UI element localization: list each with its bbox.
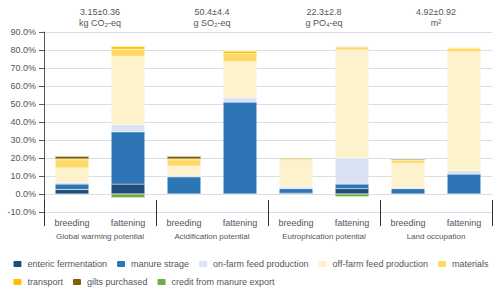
svg-text:g PO₄-eq: g PO₄-eq (305, 18, 342, 28)
svg-text:fattening: fattening (335, 218, 370, 228)
svg-text:50.0%: 50.0% (10, 99, 36, 109)
svg-text:on-farm feed production: on-farm feed production (213, 259, 309, 269)
svg-text:credit from manure export: credit from manure export (172, 277, 276, 287)
svg-text:materials: materials (452, 259, 489, 269)
svg-text:gilts purchased: gilts purchased (87, 277, 148, 287)
svg-text:manure strage: manure strage (131, 259, 189, 269)
svg-text:fattening: fattening (447, 218, 482, 228)
svg-text:Acidification potential: Acidification potential (174, 232, 249, 241)
svg-text:80.0%: 80.0% (10, 45, 36, 55)
svg-text:g SO₂-eq: g SO₂-eq (193, 18, 230, 28)
svg-text:transport: transport (27, 277, 63, 287)
svg-text:40.0%: 40.0% (10, 117, 36, 127)
svg-text:Eutrophication potential: Eutrophication potential (282, 232, 366, 241)
svg-text:kg CO₂-eq: kg CO₂-eq (79, 18, 121, 28)
svg-text:90.0%: 90.0% (10, 27, 36, 37)
svg-text:20.0%: 20.0% (10, 153, 36, 163)
svg-text:3.15±0.36: 3.15±0.36 (80, 7, 120, 17)
svg-text:30.0%: 30.0% (10, 135, 36, 145)
svg-text:m²: m² (431, 18, 442, 28)
svg-text:breeding: breeding (278, 218, 313, 228)
svg-text:breeding: breeding (54, 218, 89, 228)
svg-text:4.92±0.92: 4.92±0.92 (416, 7, 456, 17)
svg-text:enteric fermentation: enteric fermentation (27, 259, 107, 269)
svg-text:breeding: breeding (390, 218, 425, 228)
svg-text:70.0%: 70.0% (10, 63, 36, 73)
svg-text:-10.0%: -10.0% (7, 207, 36, 217)
svg-text:60.0%: 60.0% (10, 81, 36, 91)
svg-text:fattening: fattening (111, 218, 146, 228)
svg-text:breeding: breeding (166, 218, 201, 228)
svg-text:Land occupation: Land occupation (407, 232, 466, 241)
svg-text:22.3±2.8: 22.3±2.8 (307, 7, 342, 17)
svg-text:Global warming potential: Global warming potential (56, 232, 144, 241)
svg-text:fattening: fattening (223, 218, 258, 228)
svg-text:50.4±4.4: 50.4±4.4 (195, 7, 230, 17)
svg-text:0.0%: 0.0% (15, 189, 36, 199)
svg-text:10.0%: 10.0% (10, 171, 36, 181)
svg-text:off-farm feed production: off-farm feed production (333, 259, 428, 269)
